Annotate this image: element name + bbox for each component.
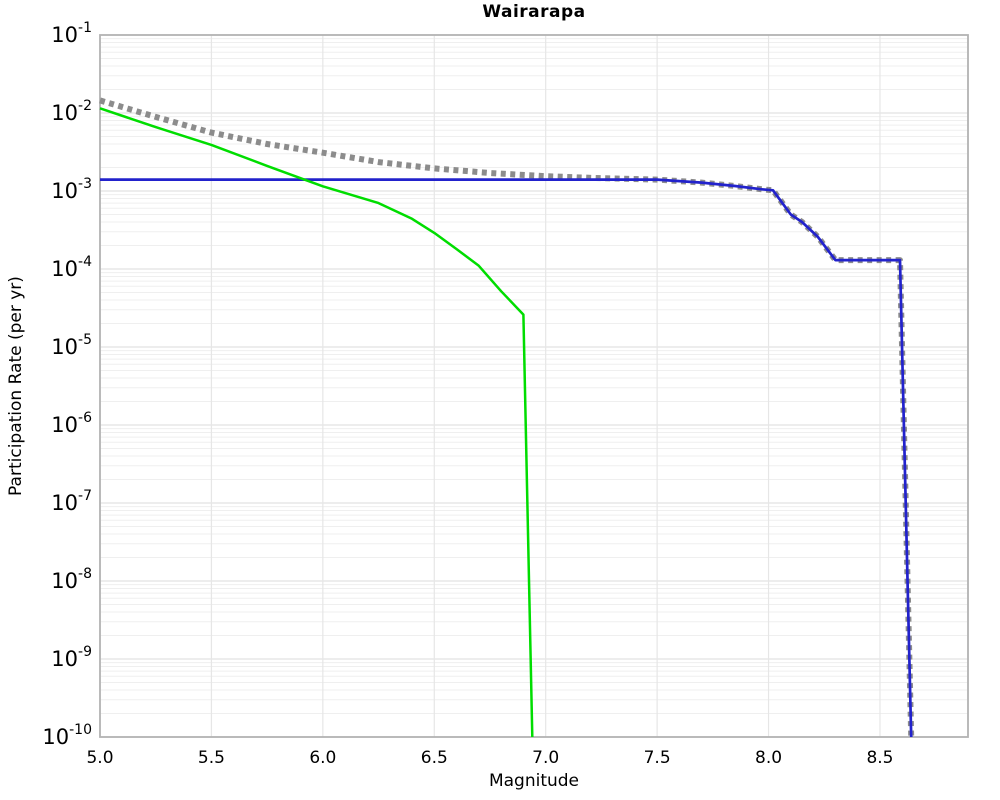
y-tick-label: 10-3 bbox=[51, 176, 92, 203]
chart-title: Wairarapa bbox=[482, 2, 586, 22]
y-tick-label: 10-6 bbox=[51, 410, 92, 437]
y-tick-label: 10-2 bbox=[51, 98, 92, 125]
x-tick-label: 5.0 bbox=[86, 748, 113, 768]
y-tick-label: 10-4 bbox=[51, 254, 92, 281]
y-tick-label: 10-7 bbox=[51, 488, 92, 515]
x-tick-label: 8.5 bbox=[866, 748, 893, 768]
x-tick-label: 7.5 bbox=[644, 748, 671, 768]
x-tick-label: 7.0 bbox=[532, 748, 559, 768]
x-tick-label: 6.0 bbox=[309, 748, 336, 768]
solid-blue-curve bbox=[100, 178, 913, 738]
x-tick-label: 6.5 bbox=[421, 748, 448, 768]
x-tick-label: 8.0 bbox=[755, 748, 782, 768]
y-tick-label: 10-8 bbox=[51, 566, 92, 593]
y-tick-label: 10-5 bbox=[51, 332, 92, 359]
solid-green-curve bbox=[99, 107, 534, 738]
y-tick-label: 10-9 bbox=[51, 644, 92, 671]
x-tick-label: 5.5 bbox=[198, 748, 225, 768]
x-axis-label: Magnitude bbox=[488, 771, 580, 791]
plot-spines bbox=[99, 34, 969, 738]
y-tick-label: 10-1 bbox=[51, 20, 92, 47]
y-tick-label: 10-10 bbox=[42, 722, 92, 749]
dotted-gray-mean-curve bbox=[99, 97, 915, 738]
